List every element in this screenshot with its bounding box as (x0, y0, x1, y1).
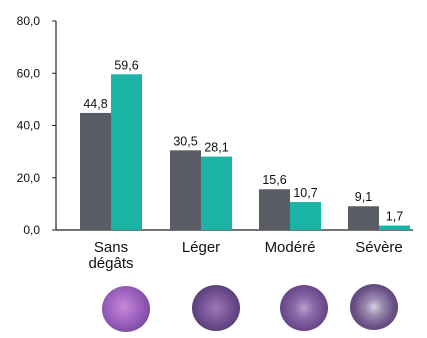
bar-chart: 0,0 20,0 40,0 60,0 80,0 44,8 30,5 15,6 9,1 59,6 2… (17, 14, 413, 272)
bar (111, 74, 142, 230)
data-labels: 44,8 30,5 15,6 9,1 59,6 28,1 10,7 1,7 (83, 58, 403, 223)
fruit-photo-severe-damage-icon (350, 284, 398, 330)
y-tick-label: 80,0 (17, 14, 41, 28)
data-label: 1,7 (386, 210, 403, 224)
y-tick-label: 60,0 (17, 66, 41, 80)
data-label: 44,8 (83, 97, 107, 111)
bar (348, 206, 379, 230)
data-label: 28,1 (204, 141, 228, 155)
y-tick-label: 0,0 (23, 223, 40, 237)
data-label: 10,7 (293, 186, 317, 200)
category-label: Modéré (265, 239, 316, 256)
category-label: Sévère (355, 239, 403, 256)
damage-thumbnails (0, 282, 427, 338)
bar (80, 112, 111, 230)
bar (379, 225, 410, 230)
bar (170, 150, 201, 230)
fruit-photo-light-damage-icon (192, 285, 240, 331)
data-label: 59,6 (114, 58, 138, 72)
bars (80, 74, 410, 230)
category-labels: Sans dégâts Léger Modéré Sévère (88, 239, 402, 272)
category-label: Sans dégâts (88, 239, 133, 272)
y-tick-label: 20,0 (17, 171, 41, 185)
bar (201, 156, 232, 230)
fruit-photo-moderate-damage-icon (280, 285, 328, 331)
data-label: 30,5 (173, 134, 197, 148)
data-label: 15,6 (262, 173, 286, 187)
data-label: 9,1 (355, 190, 372, 204)
category-label: Léger (182, 239, 220, 256)
y-tick-label: 40,0 (17, 119, 41, 133)
bar (290, 202, 321, 230)
fruit-photo-no-damage-icon (102, 286, 150, 332)
bar (259, 189, 290, 230)
